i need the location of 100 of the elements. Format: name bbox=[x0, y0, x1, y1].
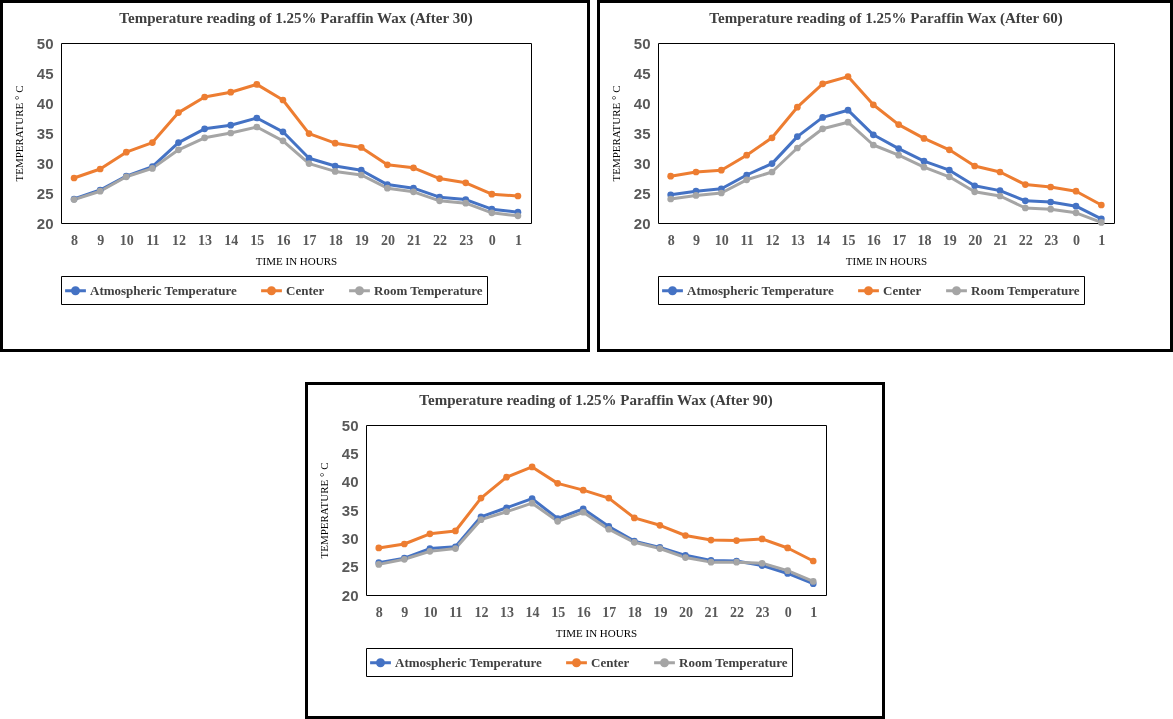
x-tick-label: 17 bbox=[892, 232, 907, 248]
x-tick-label: 19 bbox=[653, 604, 668, 620]
x-tick-label: 22 bbox=[1018, 232, 1033, 248]
x-tick-label: 8 bbox=[71, 232, 79, 248]
legend-label: Room Temperature bbox=[971, 282, 1080, 298]
point bbox=[717, 189, 725, 197]
point bbox=[996, 187, 1004, 194]
y-tick-label: 45 bbox=[36, 64, 54, 82]
x-tick-label: 15 bbox=[250, 232, 265, 248]
point bbox=[996, 168, 1004, 176]
y-tick-label: 35 bbox=[36, 124, 54, 142]
point bbox=[488, 209, 496, 217]
y-tick-label: 25 bbox=[341, 558, 359, 576]
point bbox=[707, 536, 715, 544]
point bbox=[331, 139, 339, 147]
legend-label: Atmospheric Temperature bbox=[395, 654, 542, 670]
point bbox=[945, 146, 953, 154]
point bbox=[793, 133, 801, 140]
x-axis-title: TIME IN HOURS bbox=[555, 626, 638, 639]
y-tick-label: 25 bbox=[36, 184, 54, 202]
x-tick-label: 16 bbox=[276, 232, 291, 248]
x-tick-label: 13 bbox=[790, 232, 805, 248]
x-tick-label: 8 bbox=[667, 232, 675, 248]
y-tick-label: 35 bbox=[341, 501, 359, 519]
y-tick-label: 50 bbox=[36, 34, 54, 52]
chart-title: Temperature reading of 1.25% Paraffin Wax (After 90) bbox=[419, 392, 773, 409]
y-tick-label: 20 bbox=[633, 214, 651, 232]
point bbox=[784, 544, 792, 552]
point bbox=[996, 192, 1004, 200]
point bbox=[462, 179, 470, 187]
point bbox=[692, 168, 700, 176]
x-tick-label: 10 bbox=[714, 232, 729, 248]
x-tick-label: 20 bbox=[678, 604, 693, 620]
point bbox=[733, 537, 740, 544]
point bbox=[528, 463, 536, 471]
point bbox=[844, 73, 852, 80]
x-tick-label: 20 bbox=[380, 232, 395, 248]
point bbox=[305, 160, 313, 167]
point bbox=[717, 166, 725, 174]
x-tick-label: 1 bbox=[810, 604, 818, 620]
y-tick-label: 20 bbox=[341, 586, 359, 604]
legend-label: Center bbox=[286, 282, 325, 298]
point bbox=[768, 134, 776, 142]
point bbox=[436, 175, 443, 182]
x-tick-label: 18 bbox=[328, 232, 343, 248]
x-tick-label: 21 bbox=[407, 232, 421, 248]
y-axis-title: TEMPERATURE ° C bbox=[317, 462, 330, 559]
x-tick-label: 18 bbox=[917, 232, 932, 248]
point bbox=[253, 81, 261, 88]
chart-title: Temperature reading of 1.25% Paraffin Wax (After 60) bbox=[709, 10, 1063, 27]
y-tick-label: 50 bbox=[341, 416, 359, 434]
x-tick-label: 12 bbox=[474, 604, 489, 620]
x-tick-label: 13 bbox=[500, 604, 515, 620]
point bbox=[971, 182, 979, 190]
point bbox=[503, 473, 510, 481]
y-axis-title: TEMPERATURE ° C bbox=[12, 85, 25, 182]
point bbox=[793, 144, 801, 152]
point bbox=[667, 195, 675, 203]
legend-label: Center bbox=[591, 654, 630, 670]
point bbox=[227, 88, 235, 96]
point bbox=[895, 151, 903, 159]
point bbox=[175, 146, 182, 154]
point bbox=[1021, 197, 1029, 205]
point bbox=[793, 103, 801, 111]
x-tick-label: 0 bbox=[784, 604, 792, 620]
x-axis-title: TIME IN HOURS bbox=[845, 254, 928, 267]
x-tick-label: 11 bbox=[146, 232, 160, 248]
chart-title: Temperature reading of 1.25% Paraffin Wax (After 30) bbox=[119, 10, 473, 27]
point bbox=[1097, 219, 1105, 226]
point bbox=[758, 535, 766, 543]
x-tick-label: 16 bbox=[866, 232, 881, 248]
y-tick-label: 30 bbox=[36, 154, 54, 172]
point bbox=[1047, 183, 1055, 191]
point bbox=[357, 144, 365, 151]
point bbox=[630, 514, 638, 522]
point bbox=[122, 148, 130, 156]
x-tick-label: 17 bbox=[602, 604, 617, 620]
x-tick-label: 14 bbox=[224, 232, 239, 248]
x-tick-label: 10 bbox=[423, 604, 438, 620]
legend-label: Room Temperature bbox=[374, 282, 483, 298]
point bbox=[410, 188, 417, 196]
y-tick-label: 30 bbox=[341, 529, 359, 547]
point bbox=[819, 80, 827, 88]
y-tick-label: 20 bbox=[36, 214, 54, 232]
y-tick-label: 45 bbox=[633, 64, 651, 82]
point bbox=[554, 480, 562, 487]
point bbox=[869, 131, 877, 139]
point bbox=[1047, 205, 1055, 213]
point bbox=[667, 172, 675, 180]
point bbox=[844, 106, 852, 114]
point bbox=[253, 114, 261, 122]
point bbox=[70, 174, 78, 182]
point bbox=[149, 139, 156, 146]
y-axis-title: TEMPERATURE ° C bbox=[609, 85, 622, 182]
point bbox=[844, 118, 852, 126]
point bbox=[477, 494, 485, 502]
x-tick-label: 12 bbox=[172, 232, 186, 248]
point bbox=[331, 168, 339, 175]
point bbox=[945, 173, 953, 181]
legend-label: Center bbox=[883, 282, 922, 298]
